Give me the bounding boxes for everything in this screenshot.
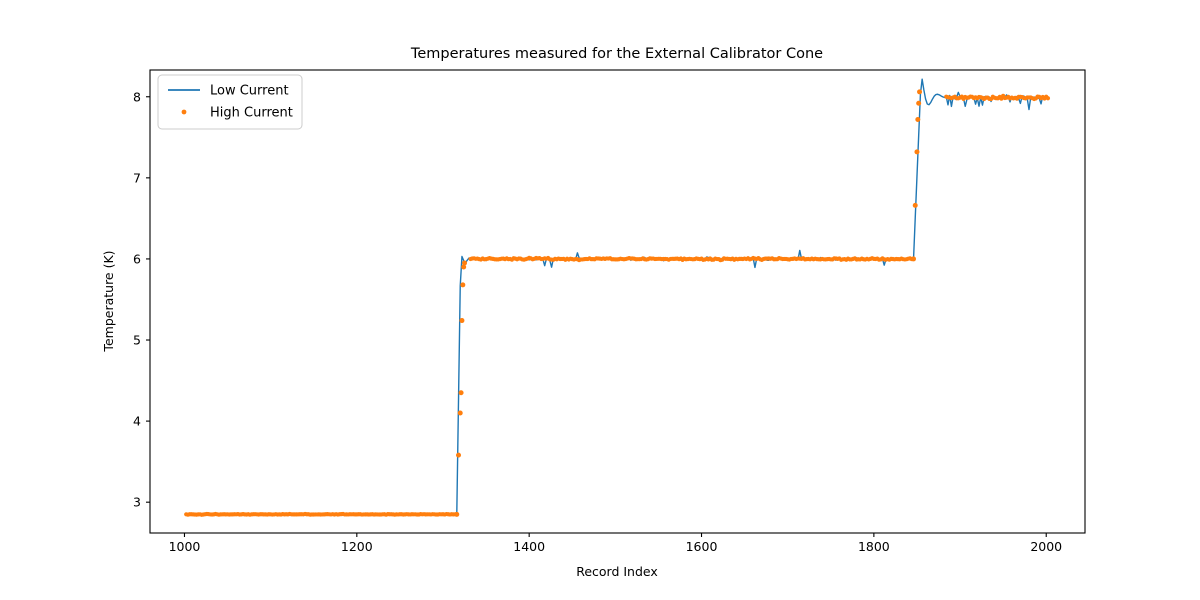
data-point-transition (914, 149, 920, 155)
x-axis: 1000 1200 1400 1600 1800 2000 (169, 533, 1062, 554)
y-tick-label: 8 (133, 89, 141, 104)
plot-background (150, 70, 1085, 533)
x-axis-title: Record Index (576, 564, 658, 579)
data-point-transition (457, 410, 463, 416)
y-tick-label: 5 (133, 333, 141, 348)
legend-label: Low Current (210, 84, 289, 99)
data-point-transition (915, 116, 921, 122)
y-axis: 3 4 5 6 7 8 (133, 89, 150, 510)
x-tick-label: 2000 (1030, 539, 1062, 554)
legend[interactable]: Low Current High Current (157, 74, 303, 130)
legend-entry[interactable]: High Current (181, 106, 293, 121)
data-point-transition (912, 202, 918, 208)
data-point-transition (461, 264, 467, 270)
x-tick-label: 1400 (513, 539, 545, 554)
data-point-transition (462, 260, 468, 266)
y-tick-label: 7 (133, 170, 141, 185)
data-point-transition (917, 89, 923, 95)
series-high-current (184, 89, 1051, 517)
legend-frame (157, 74, 303, 130)
plot-area (149, 69, 1086, 534)
data-point (1045, 96, 1051, 101)
data-point-transition (911, 256, 917, 262)
y-tick-label: 4 (133, 414, 141, 429)
y-axis-title: Temperature (K) (101, 250, 116, 352)
y-tick-label: 6 (133, 251, 141, 266)
data-point-transition (456, 452, 462, 458)
data-point-transition (459, 318, 465, 324)
data-point-transition (916, 100, 922, 106)
data-point-transition (460, 282, 466, 288)
legend-entry[interactable]: Low Current (168, 84, 289, 99)
series-layer (184, 78, 1051, 517)
axes-spines (149, 69, 1086, 534)
chart-title: Temperatures measured for the External C… (410, 46, 823, 62)
x-tick-label: 1000 (169, 539, 201, 554)
x-tick-label: 1600 (686, 539, 718, 554)
x-tick-label: 1800 (858, 539, 890, 554)
data-point-transition (458, 390, 464, 396)
legend-dot-swatch (181, 109, 187, 115)
data-point-transition (454, 511, 460, 517)
legend-label: High Current (210, 106, 293, 121)
y-tick-label: 3 (133, 495, 141, 510)
x-tick-label: 1200 (341, 539, 373, 554)
